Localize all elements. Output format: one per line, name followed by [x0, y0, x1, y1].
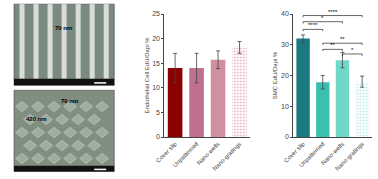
svg-text:420 nm: 420 nm — [26, 116, 47, 122]
svg-text:****: **** — [328, 9, 338, 15]
svg-text:10: 10 — [281, 103, 289, 110]
svg-text:20: 20 — [281, 72, 289, 79]
svg-text:10: 10 — [152, 84, 160, 91]
svg-text:Nano-gratings: Nano-gratings — [211, 141, 242, 172]
svg-text:Nano-wells: Nano-wells — [196, 141, 221, 166]
svg-text:Unpatterned: Unpatterned — [298, 141, 326, 169]
svg-text:70 nm: 70 nm — [61, 98, 78, 104]
svg-text:0: 0 — [285, 133, 289, 140]
svg-text:0: 0 — [156, 133, 160, 140]
svg-text:5: 5 — [156, 109, 160, 116]
svg-text:20: 20 — [152, 35, 160, 42]
svg-text:**: ** — [330, 42, 335, 48]
svg-text:Cover slip: Cover slip — [283, 140, 307, 164]
svg-text:70 nm: 70 nm — [55, 25, 72, 31]
svg-text:30: 30 — [281, 41, 289, 48]
svg-text:**: ** — [340, 36, 345, 42]
svg-text:15: 15 — [152, 60, 160, 67]
svg-text:40: 40 — [281, 10, 289, 17]
svg-text:****: **** — [308, 22, 318, 28]
svg-text:Unpatterned: Unpatterned — [172, 141, 200, 169]
svg-text:25: 25 — [152, 10, 160, 17]
svg-text:Nano-gratings: Nano-gratings — [334, 141, 365, 172]
svg-text:Endothelial Cell EdU/Dapi %: Endothelial Cell EdU/Dapi % — [144, 37, 150, 114]
svg-text:Cover slip: Cover slip — [155, 140, 179, 164]
svg-text:SMC EdU/Dapi %: SMC EdU/Dapi % — [272, 51, 278, 99]
svg-text:*: * — [321, 15, 324, 21]
svg-text:Nano-wells: Nano-wells — [320, 141, 345, 166]
svg-text:*: * — [351, 47, 354, 53]
